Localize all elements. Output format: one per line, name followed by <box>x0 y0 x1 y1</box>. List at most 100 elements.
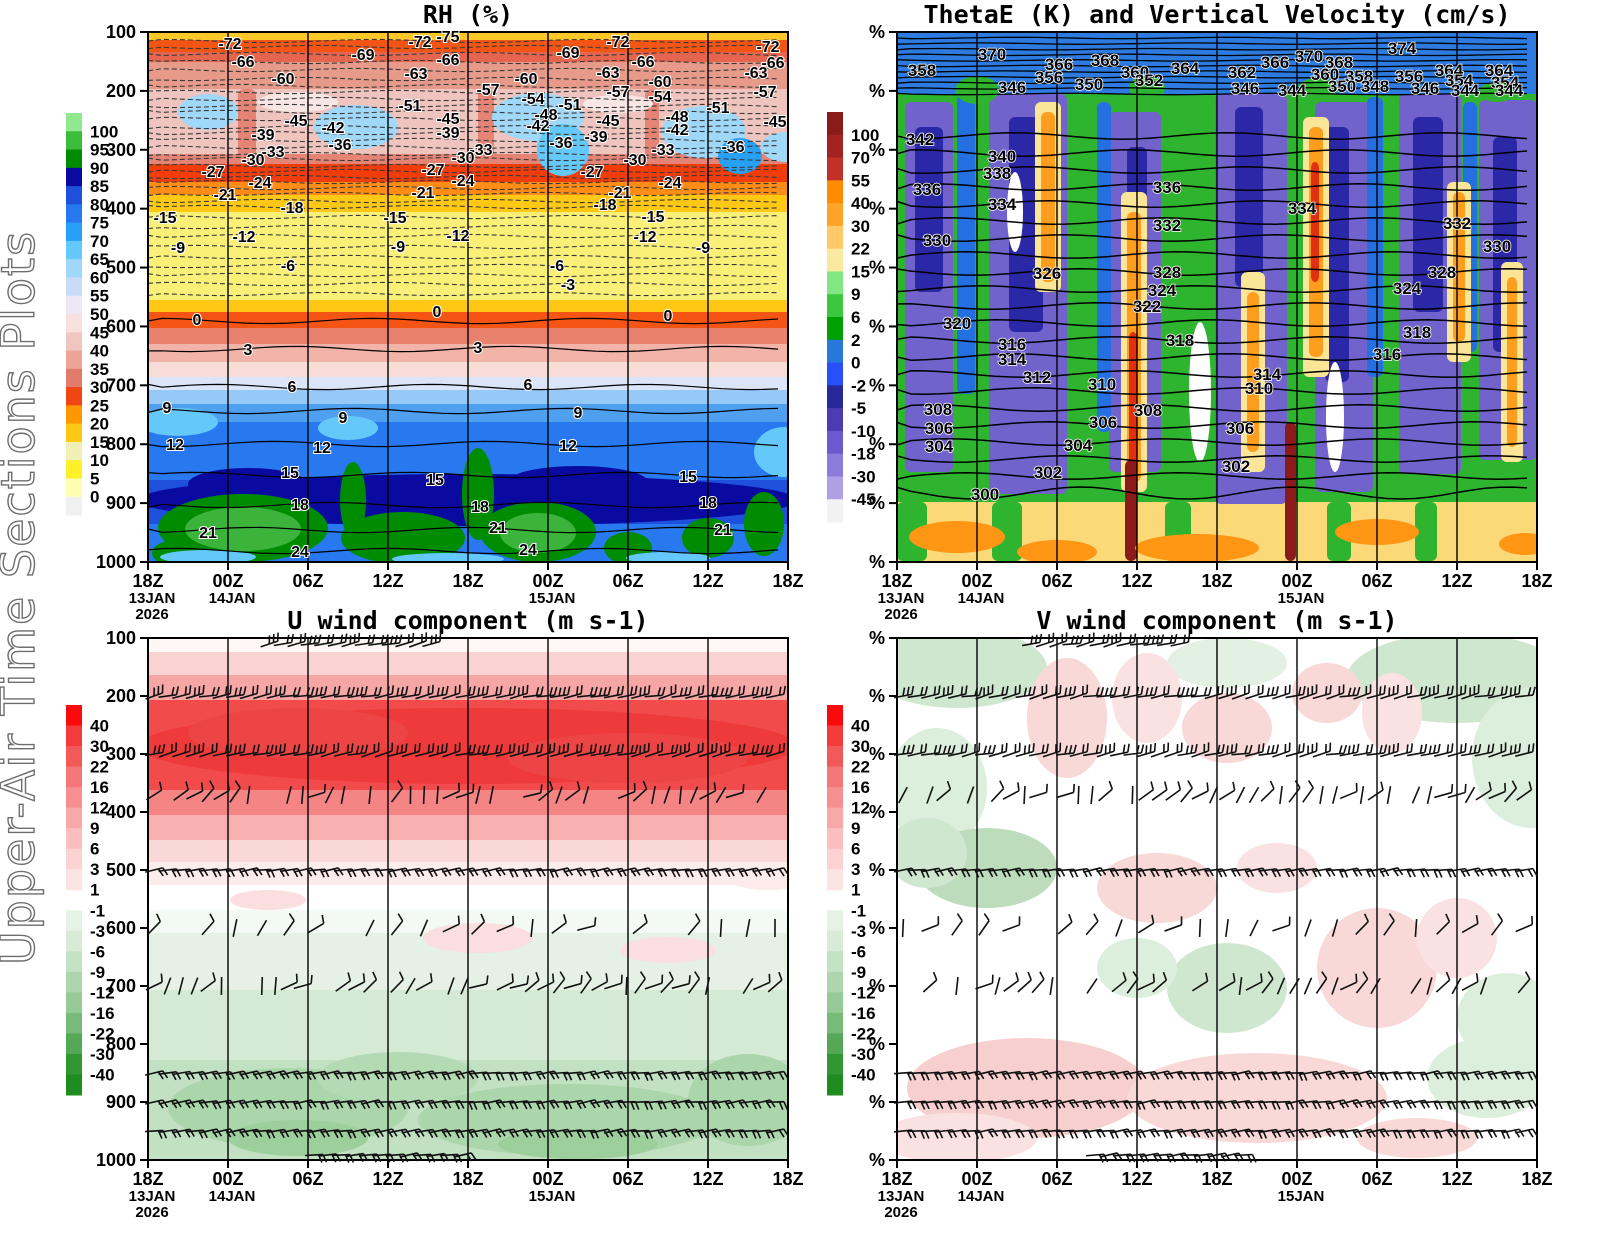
wind-barb-glyph <box>590 1099 614 1109</box>
wind-barb <box>922 971 938 993</box>
wind-barb <box>898 786 908 804</box>
contour-label: -36 <box>328 137 351 154</box>
wind-barb <box>1406 686 1428 699</box>
contour-label: -36 <box>721 139 744 156</box>
wind-barb-glyph <box>577 917 597 932</box>
wind-barb-glyph <box>966 786 975 804</box>
wind-barb <box>590 867 614 877</box>
contour-line <box>148 501 779 509</box>
wind-barb <box>1110 1070 1133 1080</box>
wind-barb-glyph <box>765 1070 789 1081</box>
colorbar-block <box>66 1012 82 1034</box>
colorbar-block <box>66 1053 82 1075</box>
wind-barb-glyph <box>212 1128 236 1138</box>
wind-barb-glyph <box>901 918 905 938</box>
wind-barb-glyph <box>536 686 558 698</box>
wind-barb <box>307 914 325 934</box>
wind-barb-glyph <box>1111 971 1127 993</box>
x-tick-label: 06Z <box>612 571 643 591</box>
contour-label: 366 <box>1045 55 1073 74</box>
wind-barb-glyph <box>948 685 968 699</box>
contour-line <box>148 317 779 325</box>
wind-barb-glyph <box>145 1070 169 1080</box>
wind-barb-glyph <box>1156 634 1178 647</box>
wind-barb-glyph <box>239 744 260 757</box>
wind-barb <box>147 913 162 935</box>
wind-barb-glyph <box>482 744 503 757</box>
colorbar-label: 60 <box>90 268 109 287</box>
wind-barb-glyph <box>368 785 372 805</box>
wind-barb <box>990 780 1005 803</box>
field-blob <box>340 462 366 538</box>
wind-barb <box>582 786 590 804</box>
colorbar-block <box>827 362 843 386</box>
wind-barb <box>577 743 597 757</box>
contour-label: 354 <box>1491 73 1520 92</box>
colorbar-label: 6 <box>851 840 860 859</box>
wind-barb-glyph <box>283 913 295 936</box>
wind-barb-glyph <box>948 743 968 757</box>
wind-barb-glyph <box>347 1071 371 1081</box>
wind-barb <box>907 686 929 699</box>
wind-barb <box>1411 786 1421 804</box>
colorbar-label: 1 <box>90 881 99 900</box>
wind-barb-glyph <box>1015 686 1036 699</box>
wind-barb <box>185 742 205 758</box>
wind-barb <box>766 867 790 877</box>
x-date-label: 15JAN <box>1278 590 1325 607</box>
wind-barb <box>178 977 184 995</box>
wind-barb-glyph <box>1089 633 1110 647</box>
wind-barb <box>1163 686 1186 698</box>
colorbar-label: 100 <box>90 122 118 141</box>
contour-line-dense <box>897 87 1528 90</box>
colorbar-label: 2 <box>851 331 860 350</box>
contour-label: -15 <box>153 210 176 227</box>
x-tick-label: 06Z <box>292 1169 323 1189</box>
wind-barb <box>961 1070 985 1081</box>
wind-barb-glyph <box>1271 1128 1295 1139</box>
wind-barb <box>766 1128 790 1138</box>
wind-barb-glyph <box>1002 916 1021 932</box>
wind-barb <box>1085 913 1099 936</box>
wind-barb <box>408 632 428 648</box>
wind-barb-glyph <box>988 685 1009 699</box>
colorbar-block <box>66 848 82 870</box>
x-tick-label: 18Z <box>132 571 163 591</box>
contour-label: 344 <box>1451 81 1480 100</box>
wind-barb-glyph <box>453 1152 477 1162</box>
wind-barb <box>523 743 544 757</box>
wind-barb <box>405 977 416 995</box>
wind-barb <box>934 744 956 756</box>
contour-label: 6 <box>524 377 533 394</box>
wind-barb-glyph <box>279 867 303 878</box>
wind-barb-glyph <box>1339 973 1358 991</box>
contour-label: 356 <box>1035 68 1063 87</box>
wind-barb-glyph <box>334 743 354 757</box>
colorbar-block <box>827 992 843 1014</box>
wind-barb-glyph <box>1461 867 1485 877</box>
wind-barb-glyph <box>327 633 348 647</box>
wind-barb-glyph <box>1137 742 1157 758</box>
wind-barb-glyph <box>468 744 490 756</box>
wind-barb-glyph <box>201 780 215 803</box>
y-tick-label: % <box>869 258 885 278</box>
wind-barb-glyph <box>1003 972 1020 992</box>
wind-barb-glyph <box>488 786 495 804</box>
wind-barb-glyph <box>374 1128 398 1138</box>
wind-barb-glyph <box>428 743 448 758</box>
x-tick-label: 00Z <box>532 571 563 591</box>
colorbar-label: -45 <box>851 490 876 509</box>
colorbar-label: -5 <box>851 399 866 418</box>
x-tick-label: 00Z <box>532 1169 563 1189</box>
wind-barb-glyph <box>347 744 369 756</box>
wind-barb-glyph <box>374 742 394 758</box>
contour-label: -15 <box>383 210 406 227</box>
wind-barb-glyph <box>1383 913 1395 936</box>
wind-barb <box>974 744 997 756</box>
colorbar-block <box>66 1033 82 1055</box>
wind-barb-glyph <box>1312 742 1332 758</box>
contour-line <box>897 486 1528 500</box>
colorbar-label: 90 <box>90 159 109 178</box>
wind-barb-glyph <box>1434 685 1454 699</box>
